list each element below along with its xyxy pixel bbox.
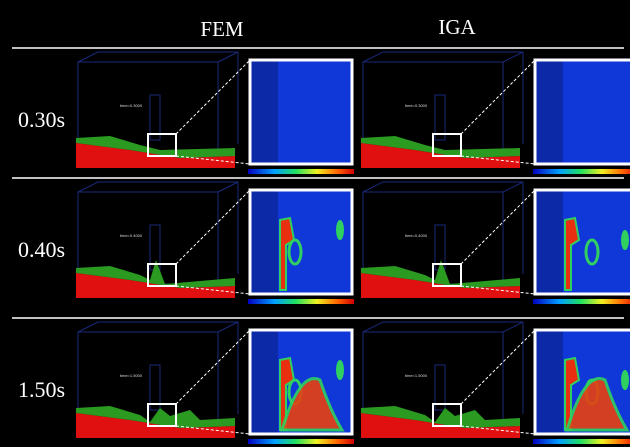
time-label: time=1.5000 [120,373,143,378]
colorbar [248,169,354,174]
vortex [336,360,344,380]
colorbar [248,439,354,444]
zoom-wall [535,190,563,294]
time-label: time=0.4000 [405,233,428,238]
row-label: 1.50s [18,377,65,402]
zoom-wall [250,330,278,434]
row-label: 0.30s [18,107,65,132]
colorbar [533,439,630,444]
zoom-wall [535,60,563,164]
time-label: time=1.5000 [405,373,428,378]
zoom-wall [250,190,278,294]
zoom-wall [535,330,563,434]
zoom-wall [250,60,278,164]
vortex [336,220,344,240]
colorbar [533,299,630,304]
figure: FEM IGA 0.30s time=0.3000 time=0.3000 0.40s… [0,0,630,447]
colorbar [533,169,630,174]
vortex [621,230,629,250]
column-header: IGA [438,15,476,39]
vortex [621,370,629,390]
time-label: time=0.4000 [120,233,143,238]
row-label: 0.40s [18,237,65,262]
time-label: time=0.3000 [405,103,428,108]
column-header: FEM [200,17,244,41]
colorbar [248,299,354,304]
time-label: time=0.3000 [120,103,143,108]
